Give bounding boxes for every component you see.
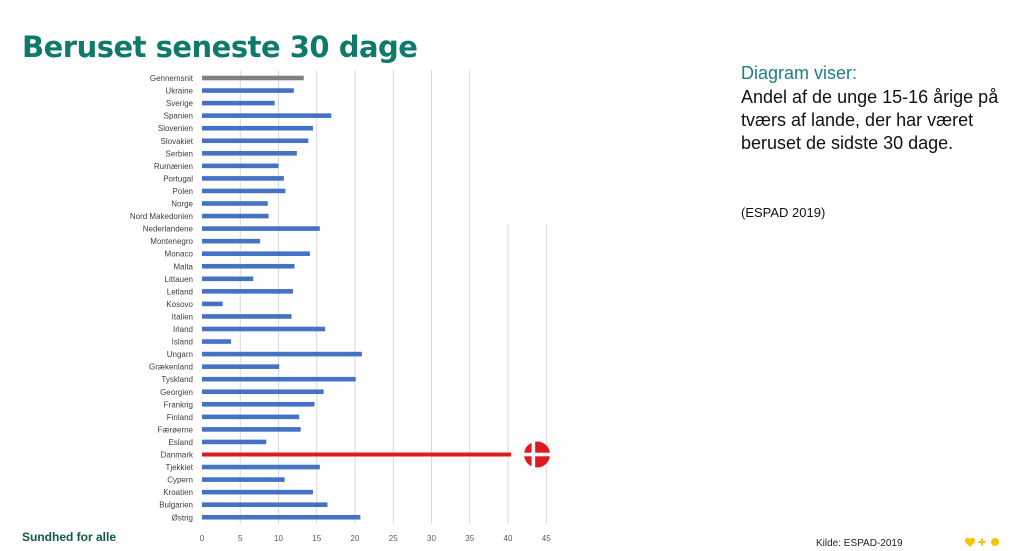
bar xyxy=(202,276,254,282)
category-label: Italien xyxy=(172,312,193,321)
category-label: Bulgarien xyxy=(159,501,193,510)
category-label: Grækenland xyxy=(149,363,193,372)
category-label: Slovenien xyxy=(158,124,193,133)
plus-icon-v xyxy=(981,538,983,546)
bar xyxy=(202,502,328,507)
bar xyxy=(202,301,223,307)
category-label: Slovakiet xyxy=(161,137,194,146)
description-body: Andel af de unge 15-16 årige på tværs af… xyxy=(741,87,999,153)
x-tick-label: 5 xyxy=(238,534,243,543)
bar xyxy=(202,351,362,357)
category-label: Færøerne xyxy=(157,425,193,434)
footer-org-name: Sundhed for alle xyxy=(22,530,117,544)
bar xyxy=(202,263,295,269)
category-label: Kosovo xyxy=(166,300,193,309)
bar xyxy=(202,477,285,482)
flag-cross-horizontal xyxy=(524,452,551,457)
bar xyxy=(202,151,297,156)
bar xyxy=(202,176,284,181)
category-label: Littauen xyxy=(165,275,193,284)
category-label: Gennemsnit xyxy=(150,74,194,83)
bar xyxy=(202,376,356,382)
category-label: Portugal xyxy=(163,174,193,183)
description-source: (ESPAD 2019) xyxy=(741,205,826,220)
category-label: Ukraine xyxy=(165,87,193,96)
bar xyxy=(202,238,261,244)
category-label: Monaco xyxy=(165,250,194,259)
description-heading: Diagram viser: xyxy=(741,63,858,83)
x-tick-label: 15 xyxy=(312,534,321,543)
bar xyxy=(202,100,275,106)
bar xyxy=(202,427,301,432)
category-label: Tyskland xyxy=(161,375,193,384)
bar xyxy=(202,289,294,294)
category-label: Kroatien xyxy=(163,488,193,497)
category-label: Esland xyxy=(169,438,193,447)
bar xyxy=(202,402,315,407)
category-label: Malta xyxy=(173,262,193,271)
bar xyxy=(202,201,268,206)
bar xyxy=(202,439,267,445)
bar xyxy=(202,489,313,495)
category-label: Cypern xyxy=(167,476,193,485)
category-label: Irland xyxy=(173,325,193,334)
bar xyxy=(202,138,309,144)
category-label: Serbien xyxy=(165,149,193,158)
category-label: Polen xyxy=(173,187,193,196)
category-label: Nord Makedonien xyxy=(130,212,193,221)
bar xyxy=(202,113,332,118)
category-label: Danmark xyxy=(161,451,194,460)
category-label: Frankrig xyxy=(164,400,193,409)
bar xyxy=(202,389,324,395)
flag-cross-vertical xyxy=(531,441,536,468)
bar xyxy=(202,314,292,319)
bar xyxy=(202,364,280,369)
x-tick-label: 35 xyxy=(465,534,474,543)
bar xyxy=(202,125,313,131)
category-label: Sverige xyxy=(166,99,194,108)
category-label: Montenegro xyxy=(150,237,193,246)
bar xyxy=(202,188,286,194)
bar xyxy=(202,213,269,219)
bar xyxy=(202,514,361,520)
category-label: Letland xyxy=(167,287,193,296)
category-label: Østrig xyxy=(172,513,193,522)
category-label: Tjekkiet xyxy=(165,463,193,472)
x-tick-label: 10 xyxy=(274,534,283,543)
heart-plus-dot-logo xyxy=(964,537,999,547)
category-label: Nederlandene xyxy=(143,225,194,234)
bar xyxy=(202,251,310,256)
category-label: Rumænien xyxy=(154,162,193,171)
bar xyxy=(202,163,279,169)
category-label: Norge xyxy=(171,200,193,209)
bar xyxy=(202,464,320,470)
x-tick-label: 40 xyxy=(504,534,513,543)
category-label: Georgien xyxy=(160,388,193,397)
heart-icon xyxy=(964,537,976,547)
category-label: Ungarn xyxy=(167,350,193,359)
page-title: Beruset seneste 30 dage xyxy=(22,30,418,64)
x-tick-label: 0 xyxy=(200,534,205,543)
x-tick-label: 30 xyxy=(427,534,436,543)
chart-description: Diagram viser: Andel af de unge 15-16 år… xyxy=(741,62,1006,155)
bar xyxy=(202,88,294,93)
dot-icon xyxy=(991,538,999,546)
category-label: Spanien xyxy=(164,112,193,121)
bar xyxy=(202,75,304,81)
footer-source: Kilde: ESPAD-2019 xyxy=(816,538,903,549)
category-label: Island xyxy=(172,338,193,347)
category-label: Finland xyxy=(167,413,193,422)
x-tick-label: 25 xyxy=(389,534,398,543)
bar xyxy=(202,339,232,344)
bar xyxy=(202,414,300,420)
bar xyxy=(202,326,326,332)
bar xyxy=(202,226,320,231)
bar xyxy=(202,452,512,457)
x-tick-label: 45 xyxy=(542,534,551,543)
x-tick-label: 20 xyxy=(351,534,360,543)
